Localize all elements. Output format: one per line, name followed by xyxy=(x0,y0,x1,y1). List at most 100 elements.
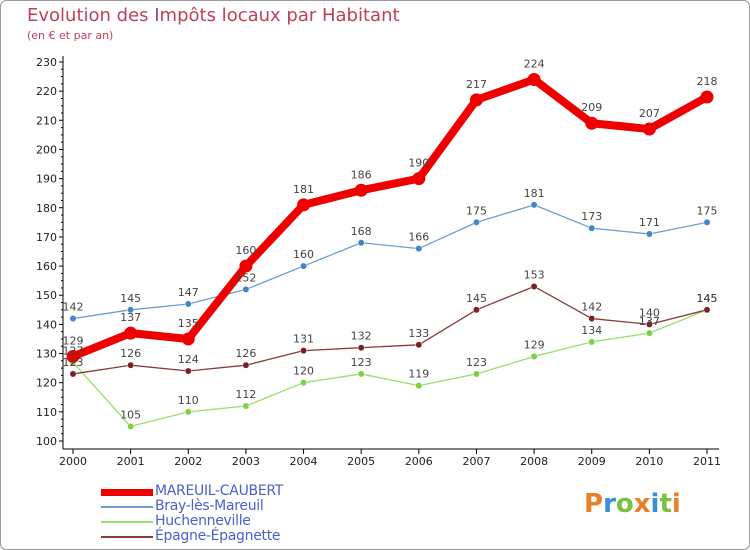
data-label: 129 xyxy=(63,334,84,347)
legend-swatch xyxy=(101,506,153,508)
brand-letter: o xyxy=(615,489,634,519)
data-point xyxy=(415,245,423,253)
data-point xyxy=(415,341,423,349)
chart-subtitle: (en € et par an) xyxy=(27,29,114,42)
data-point xyxy=(300,347,307,355)
data-point xyxy=(585,116,599,130)
data-point xyxy=(242,402,250,410)
data-point xyxy=(124,326,138,340)
data-point xyxy=(588,315,596,323)
legend-item: Bray-lès-Mareuil xyxy=(101,498,361,515)
data-label: 168 xyxy=(351,225,372,238)
y-tick-label: 140 xyxy=(36,318,57,331)
data-point xyxy=(184,300,192,308)
data-label: 142 xyxy=(63,301,84,314)
data-label: 112 xyxy=(235,388,256,401)
data-label: 135 xyxy=(178,317,199,330)
data-point xyxy=(297,198,311,212)
data-label: 126 xyxy=(235,347,256,360)
x-tick-label: 2007 xyxy=(462,455,490,468)
data-point xyxy=(300,262,307,270)
y-tick-label: 200 xyxy=(36,143,57,156)
data-label: 131 xyxy=(293,333,314,346)
series-line xyxy=(72,204,708,320)
data-label: 123 xyxy=(351,356,372,369)
legend-swatch xyxy=(101,536,153,538)
data-point xyxy=(645,230,653,238)
legend-label: MAREUIL-CAUBERT xyxy=(155,483,284,499)
data-label: 175 xyxy=(466,204,487,217)
data-point xyxy=(527,72,541,86)
data-point xyxy=(645,329,653,337)
data-label: 105 xyxy=(120,408,141,421)
data-label: 209 xyxy=(581,101,602,114)
data-point xyxy=(588,224,596,232)
data-point xyxy=(700,90,714,104)
data-point xyxy=(127,361,135,369)
data-label: 123 xyxy=(466,356,487,369)
brand-letter: x xyxy=(633,489,651,519)
data-point xyxy=(357,239,365,247)
data-label: 120 xyxy=(293,365,314,378)
data-label: 132 xyxy=(351,330,372,343)
legend-swatch xyxy=(101,521,153,523)
data-label: 129 xyxy=(524,338,545,351)
legend-label: Épagne-Épagnette xyxy=(155,528,281,544)
data-point xyxy=(184,367,192,375)
data-label: 175 xyxy=(697,204,718,217)
legend-item: Épagne-Épagnette xyxy=(101,528,361,545)
data-point xyxy=(300,379,307,387)
data-label: 145 xyxy=(120,292,141,305)
data-label: 218 xyxy=(697,75,718,88)
x-tick-label: 2006 xyxy=(405,455,433,468)
y-tick-label: 110 xyxy=(36,406,57,419)
data-point xyxy=(184,408,192,416)
data-point xyxy=(412,172,426,186)
data-point xyxy=(642,122,656,136)
legend-swatch xyxy=(101,489,153,496)
data-point xyxy=(242,285,250,293)
data-label: 126 xyxy=(120,347,141,360)
data-label: 173 xyxy=(581,210,602,223)
data-label: 127 xyxy=(63,344,84,357)
y-tick-label: 160 xyxy=(36,260,57,273)
data-point xyxy=(357,370,365,378)
data-label: 190 xyxy=(408,157,429,170)
data-point xyxy=(239,259,253,273)
legend-item: Huchenneville xyxy=(101,513,361,530)
brand-logo: Proxiti xyxy=(584,489,681,519)
x-tick-label: 2000 xyxy=(59,455,87,468)
brand-letter: t xyxy=(659,489,672,519)
y-tick-label: 120 xyxy=(36,377,57,390)
series-line xyxy=(72,285,708,375)
x-tick-label: 2008 xyxy=(520,455,548,468)
data-point xyxy=(415,382,423,390)
brand-letter: r xyxy=(603,489,616,519)
legend-label: Bray-lès-Mareuil xyxy=(155,498,264,514)
brand-letter: i xyxy=(650,489,660,519)
x-tick-label: 2005 xyxy=(347,455,375,468)
x-tick-label: 2002 xyxy=(174,455,202,468)
series-line xyxy=(72,309,708,428)
data-label: 147 xyxy=(178,286,199,299)
y-tick-label: 220 xyxy=(36,85,57,98)
data-label: 224 xyxy=(524,57,545,70)
data-label: 137 xyxy=(639,315,660,328)
data-label: 133 xyxy=(408,327,429,340)
x-tick-label: 2003 xyxy=(232,455,260,468)
data-label: 186 xyxy=(351,168,372,181)
series-line xyxy=(69,75,711,361)
data-point xyxy=(530,353,538,360)
data-label: 137 xyxy=(120,311,141,324)
y-tick-label: 150 xyxy=(36,289,57,302)
data-label: 160 xyxy=(235,244,256,257)
data-label: 181 xyxy=(524,187,545,200)
data-label: 145 xyxy=(697,292,718,305)
brand-letter: P xyxy=(584,489,604,519)
data-point xyxy=(69,370,77,378)
y-tick-label: 230 xyxy=(36,56,57,69)
x-tick-label: 2001 xyxy=(117,455,145,468)
data-point xyxy=(588,338,596,346)
